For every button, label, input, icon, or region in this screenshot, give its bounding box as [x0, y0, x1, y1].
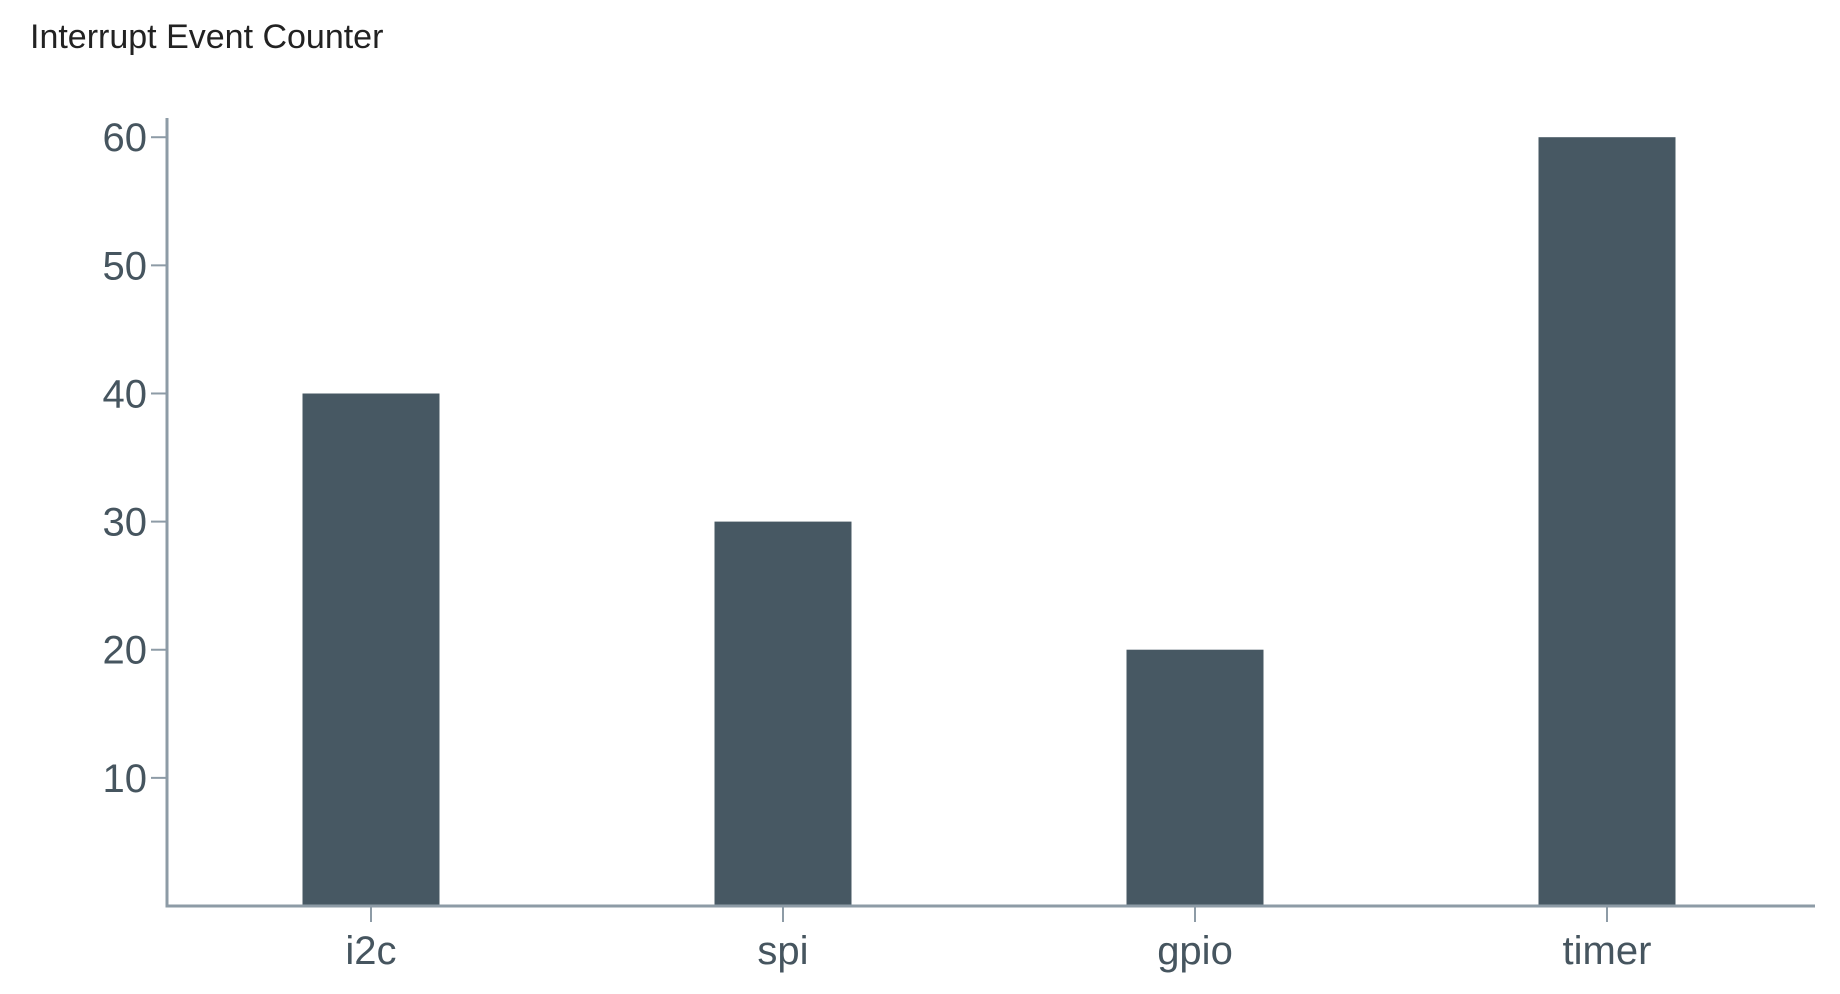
chart-title: Interrupt Event Counter	[30, 18, 384, 56]
bar-i2c	[302, 393, 440, 906]
y-tick-label: 60	[103, 116, 148, 160]
y-tick-label: 40	[103, 372, 148, 416]
x-axis: i2c spi gpio timer	[165, 904, 1815, 973]
x-tick-label-timer: timer	[1563, 929, 1652, 973]
x-tick-label-gpio: gpio	[1157, 929, 1233, 973]
y-tick-label: 20	[103, 629, 148, 673]
bar-gpio	[1126, 649, 1264, 906]
y-tick-label: 10	[103, 757, 148, 801]
bars-group	[302, 137, 1676, 906]
bar-timer	[1538, 137, 1676, 906]
y-axis: 10 20 30 40 50 60	[103, 116, 169, 906]
x-tick-label-i2c: i2c	[345, 929, 396, 973]
bar-spi	[714, 521, 852, 906]
x-tick-label-spi: spi	[757, 929, 808, 973]
y-tick-label: 30	[103, 501, 148, 545]
y-tick-label: 50	[103, 244, 148, 288]
